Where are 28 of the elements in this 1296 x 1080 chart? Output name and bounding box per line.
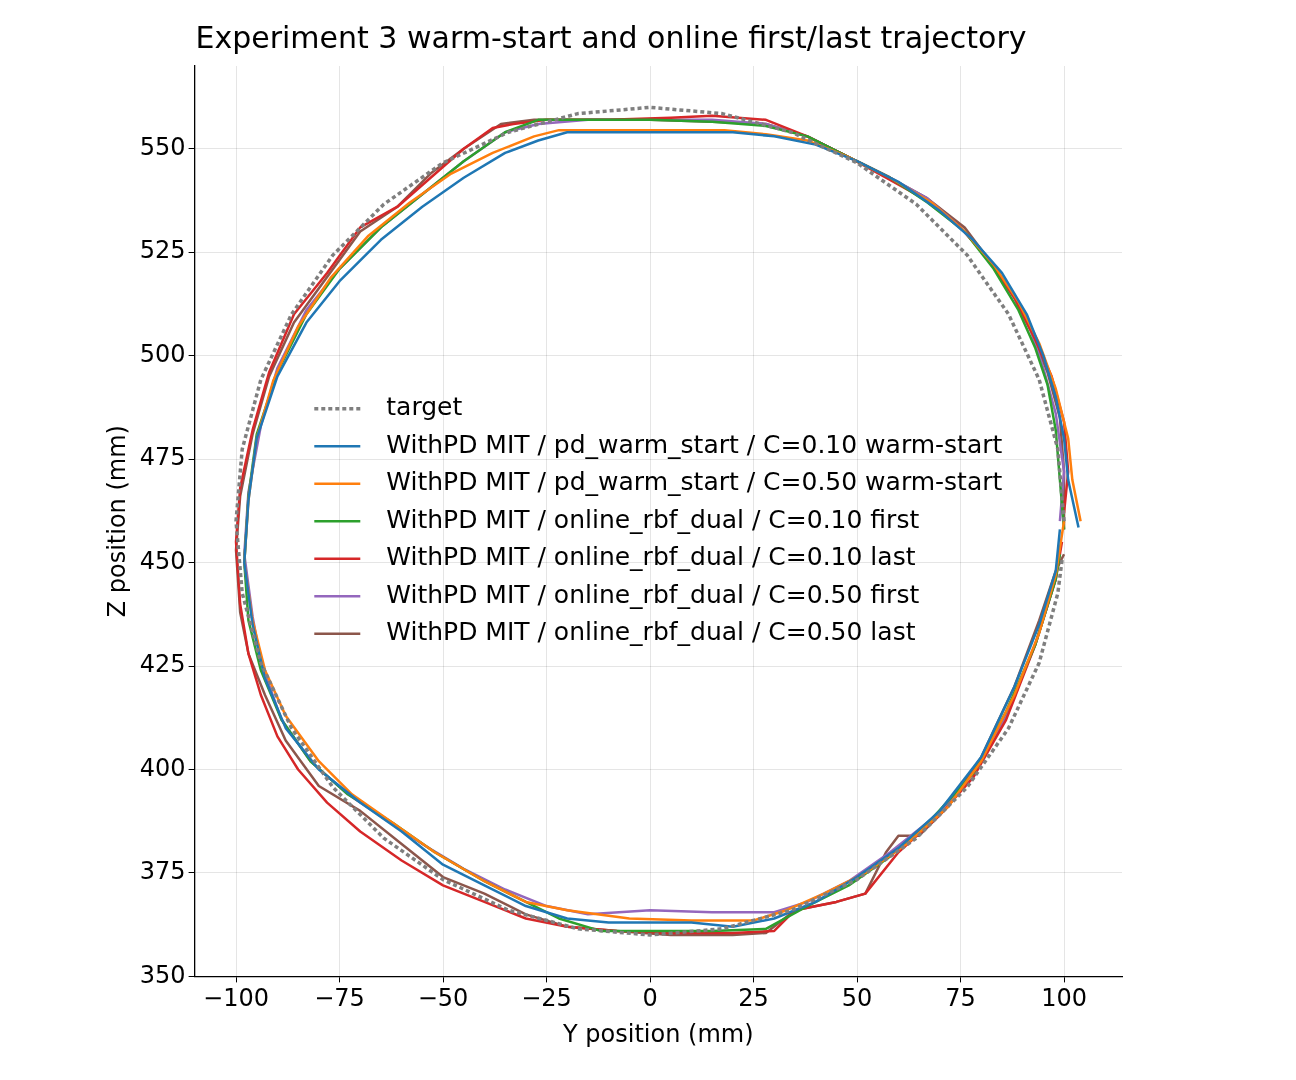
x-tick-label: 100 — [1041, 984, 1087, 1013]
x-axis-title: Y position (mm) — [562, 1019, 754, 1048]
y-tick-label: 550 — [139, 133, 186, 161]
y-tick-label: 350 — [139, 960, 186, 989]
y-tick-label: 375 — [139, 857, 186, 886]
legend-label: WithPD MIT / pd_warm_start / C=0.50 warm-start — [386, 467, 1003, 497]
y-axis-title: Z position (mm) — [102, 425, 131, 618]
y-tick-label: 400 — [139, 753, 186, 782]
legend-label: WithPD MIT / online_rbf_dual / C=0.10 last — [386, 542, 916, 572]
legend-label: WithPD MIT / online_rbf_dual / C=0.50 first — [386, 579, 920, 609]
x-tick-label: 0 — [642, 984, 658, 1013]
y-tick-label: 475 — [139, 443, 186, 472]
y-tick-label: 425 — [139, 650, 186, 679]
x-tick-label: 50 — [841, 984, 873, 1013]
legend-label: WithPD MIT / online_rbf_dual / C=0.10 first — [386, 504, 920, 534]
y-tick-label: 525 — [139, 236, 186, 265]
x-tick-label: −75 — [314, 984, 365, 1013]
y-tick-label: 500 — [139, 339, 186, 368]
x-tick-label: 25 — [738, 984, 769, 1013]
legend-label: WithPD MIT / online_rbf_dual / C=0.50 last — [386, 617, 916, 647]
x-tick-label: 75 — [945, 984, 976, 1013]
y-tick-label: 450 — [139, 546, 186, 575]
legend-label: WithPD MIT / pd_warm_start / C=0.10 warm-start — [386, 429, 1003, 459]
x-tick-label: −25 — [521, 984, 572, 1013]
legend-label: target — [386, 392, 463, 422]
chart-title: Experiment 3 warm-start and online first/last trajectory — [195, 19, 1027, 55]
x-tick-label: −50 — [417, 984, 469, 1013]
x-tick-label: −100 — [203, 984, 269, 1013]
